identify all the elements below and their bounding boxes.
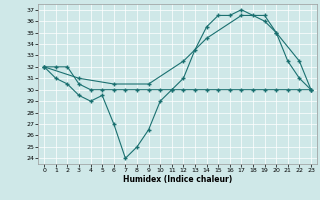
X-axis label: Humidex (Indice chaleur): Humidex (Indice chaleur) [123, 175, 232, 184]
